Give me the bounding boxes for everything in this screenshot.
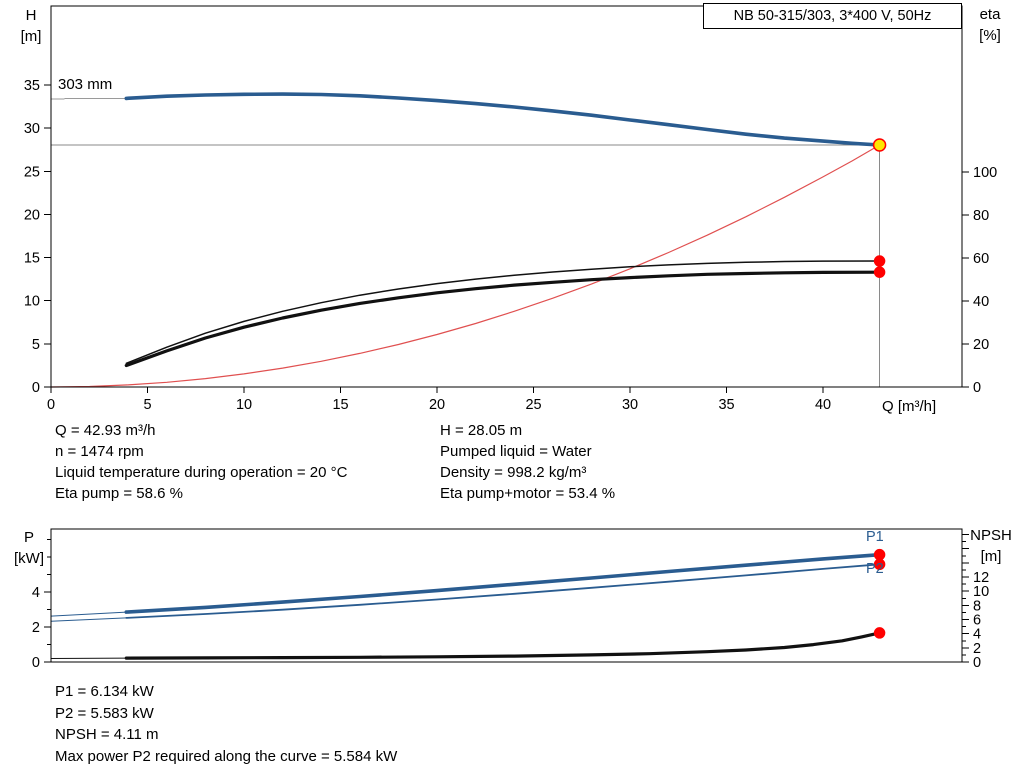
power-npsh-yr-tick-label: 10 xyxy=(973,584,989,600)
qh-eta-x-tick-label: 0 xyxy=(47,397,55,413)
p-axis-label: P [kW] xyxy=(8,527,50,569)
qh-eta-yr-tick-label: 60 xyxy=(973,251,989,267)
qh-eta-yr-tick-label: 0 xyxy=(973,380,981,396)
head-curve-303mm xyxy=(124,92,882,147)
power-npsh-yl-tick-label: 2 xyxy=(32,620,40,636)
qh-eta-x-tick-label: 15 xyxy=(332,397,348,413)
eta-pump-motor-endpoint xyxy=(873,266,886,278)
qh-eta-yr-tick-label: 80 xyxy=(973,208,989,224)
power-npsh-yr-tick-label: 8 xyxy=(973,598,981,614)
power-npsh-yl-tick-label: 4 xyxy=(32,585,40,601)
p1-value-line: P1 = 6.134 kW xyxy=(55,683,154,700)
power-npsh-yr-tick-label: 4 xyxy=(973,627,981,643)
operating-data-right: H = 28.05 m Pumped liquid = Water Densit… xyxy=(440,420,615,504)
qh-eta-frame xyxy=(50,5,963,388)
qh-eta-yl-tick-label: 20 xyxy=(24,207,40,223)
p2-curve xyxy=(125,563,881,619)
eta-axis-label: eta [%] xyxy=(966,4,1014,46)
p1-curve-label: P1 xyxy=(866,529,884,545)
qh-eta-yl-tick-label: 25 xyxy=(24,164,40,180)
qh-eta-yl-tick-label: 35 xyxy=(24,78,40,94)
qh-eta-x-tick-label: 20 xyxy=(429,397,445,413)
eta-axis-unit: [%] xyxy=(979,27,1001,44)
flow-value-line: Q = 42.93 m³/h xyxy=(55,422,156,439)
power-npsh-frame xyxy=(50,528,963,663)
power-npsh-yr-tick-label: 12 xyxy=(973,570,989,586)
npsh-axis-unit: [m] xyxy=(980,548,1002,565)
p1-endpoint xyxy=(873,548,886,561)
p2-curve-lead xyxy=(50,617,127,622)
npsh-endpoint xyxy=(873,627,886,639)
power-npsh-yr-tick-label: 6 xyxy=(973,613,981,629)
npsh-axis-label: NPSH [m] xyxy=(962,525,1020,567)
p2-value-line: P2 = 5.583 kW xyxy=(55,704,154,722)
density-line: Density = 998.2 kg/m³ xyxy=(440,464,587,481)
liquid-temp-line: Liquid temperature during operation = 20… xyxy=(55,464,348,481)
qh-eta-x-tick-label: 5 xyxy=(143,397,151,413)
qh-eta-x-tick-label: 10 xyxy=(236,397,252,413)
qh-eta-yr-tick-label: 40 xyxy=(973,294,989,310)
power-npsh-yl-tick-label: 0 xyxy=(32,655,40,671)
duty-point xyxy=(872,138,887,152)
p2-curve-label: P2 xyxy=(866,561,884,577)
max-power-line: Max power P2 required along the curve = … xyxy=(55,747,398,765)
qh-eta-x-tick-label: 40 xyxy=(815,397,831,413)
p1-curve xyxy=(124,552,882,614)
operating-data-left: Q = 42.93 m³/h n = 1474 rpm Liquid tempe… xyxy=(55,420,347,504)
qh-eta-x-tick-label: 35 xyxy=(718,397,734,413)
qh-eta-yl-tick-label: 15 xyxy=(24,251,40,267)
h-axis-symbol: H xyxy=(25,7,37,24)
qh-eta-yl-tick-label: 30 xyxy=(24,121,40,137)
h-axis-unit: [m] xyxy=(20,28,42,45)
impeller-diameter-label: 303 mm xyxy=(58,76,113,93)
p-axis-symbol: P xyxy=(23,529,34,546)
eta-pump-endpoint xyxy=(873,255,886,267)
qh-eta-yr-tick-label: 20 xyxy=(973,337,989,353)
qh-eta-yl-tick-label: 0 xyxy=(32,380,40,396)
eta-pump-motor-curve xyxy=(124,270,882,368)
q-axis-label: Q [m³/h] xyxy=(882,398,937,415)
p-axis-unit: [kW] xyxy=(14,550,44,567)
npsh-value-line: NPSH = 4.11 m xyxy=(55,726,159,743)
pump-title-box: NB 50-315/303, 3*400 V, 50Hz xyxy=(703,3,962,29)
qh-eta-x-tick-label: 30 xyxy=(622,397,638,413)
eta-pump-curve xyxy=(125,260,881,365)
qh-eta-yl-tick-label: 10 xyxy=(24,294,40,310)
result-data-block: P1 = 6.134 kW P2 = 5.583 kW NPSH = 4.11 … xyxy=(55,681,397,767)
eta-axis-symbol: eta xyxy=(979,6,1001,23)
npsh-axis-symbol: NPSH xyxy=(970,527,1012,544)
qh-eta-yr-tick-label: 100 xyxy=(973,165,997,181)
qh-eta-yl-tick-label: 5 xyxy=(32,337,40,353)
qh-eta-x-tick-label: 25 xyxy=(525,397,541,413)
eta-pump-line: Eta pump = 58.6 % xyxy=(55,485,183,502)
p2-endpoint xyxy=(873,558,886,571)
p1-curve-lead xyxy=(50,611,127,617)
speed-value-line: n = 1474 rpm xyxy=(55,443,144,460)
power-npsh-yr-tick-label: 0 xyxy=(973,655,981,671)
pumped-liquid-line: Pumped liquid = Water xyxy=(440,443,592,460)
eta-pump-motor-line: Eta pump+motor = 53.4 % xyxy=(440,485,616,502)
system-curve xyxy=(50,144,881,388)
h-axis-label: H [m] xyxy=(12,5,50,47)
head-value-line: H = 28.05 m xyxy=(440,422,523,439)
npsh-curve xyxy=(124,631,882,660)
power-npsh-yr-tick-label: 2 xyxy=(973,641,981,657)
